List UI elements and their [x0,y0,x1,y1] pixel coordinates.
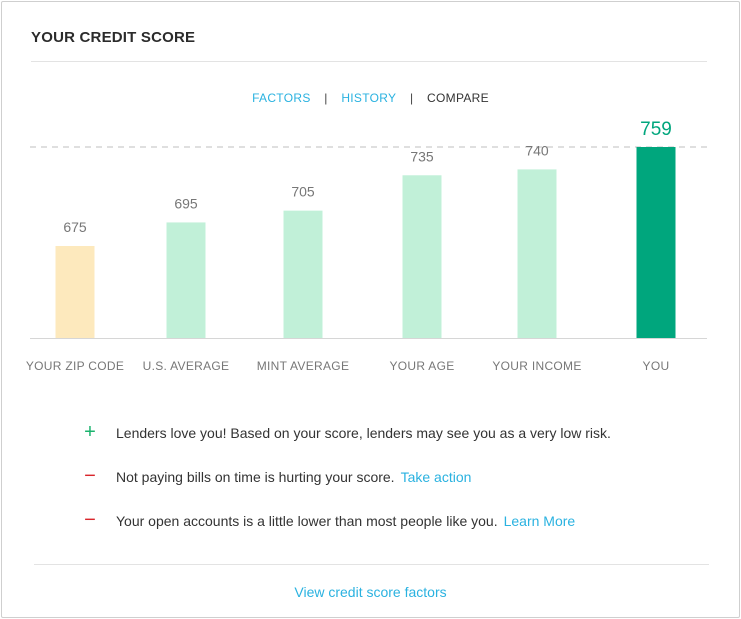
score-data-label: 675 [63,219,87,235]
tab-compare[interactable]: COMPARE [427,91,489,105]
factor-text-wrap: Not paying bills on time is hurting your… [116,469,471,485]
score-bar [166,222,206,338]
score-bar [402,175,442,338]
view-credit-score-factors-link[interactable]: View credit score factors [294,584,447,600]
score-data-label: 705 [291,184,315,200]
score-data-label: 740 [525,142,549,158]
tab-separator: | [324,91,328,105]
plus-icon: + [84,421,96,443]
credit-score-comparison-chart: 675 YOUR ZIP CODE 695 U.S. AVERAGE 705 MINT A… [26,119,707,373]
score-bar [636,147,676,338]
factor-text: Lenders love you! Based on your score, l… [116,425,611,441]
factor-text-wrap: Lenders love you! Based on your score, l… [116,425,611,441]
tab-separator: | [409,91,414,105]
factor-text: Not paying bills on time is hurting your… [116,469,395,485]
category-label: MINT AVERAGE [257,359,350,373]
learn-more-link[interactable]: Learn More [503,513,576,529]
card-title: YOUR CREDIT SCORE [31,29,196,46]
category-label: YOUR ZIP CODE [26,359,124,373]
score-bar [517,169,557,338]
factor-text-wrap: Your open accounts is a little lower tha… [116,513,575,529]
score-factors-list: + Lenders love you! Based on your score,… [82,422,702,554]
take-action-link[interactable]: Take action [400,469,472,485]
title-divider [31,61,707,62]
minus-icon: − [84,509,96,531]
score-data-label: 759 [640,119,672,140]
category-label: U.S. AVERAGE [143,359,230,373]
score-bar [55,246,95,338]
score-data-label: 695 [174,195,198,211]
score-bar [283,210,323,338]
footer-divider [34,564,709,565]
factor-item: − Not paying bills on time is hurting yo… [82,466,702,510]
factor-item: + Lenders love you! Based on your score,… [82,422,702,466]
category-label: YOUR INCOME [492,359,581,373]
factor-text: Your open accounts is a little lower tha… [116,513,498,529]
tab-factors[interactable]: FACTORS [252,91,311,105]
view-tabs: FACTORS | HISTORY | COMPARE [0,91,741,105]
score-data-label: 735 [410,148,434,164]
minus-icon: − [84,465,96,487]
factor-item: − Your open accounts is a little lower t… [82,510,702,554]
category-label: YOUR AGE [389,359,454,373]
category-label: YOU [643,359,670,373]
tab-history[interactable]: HISTORY [341,91,397,105]
